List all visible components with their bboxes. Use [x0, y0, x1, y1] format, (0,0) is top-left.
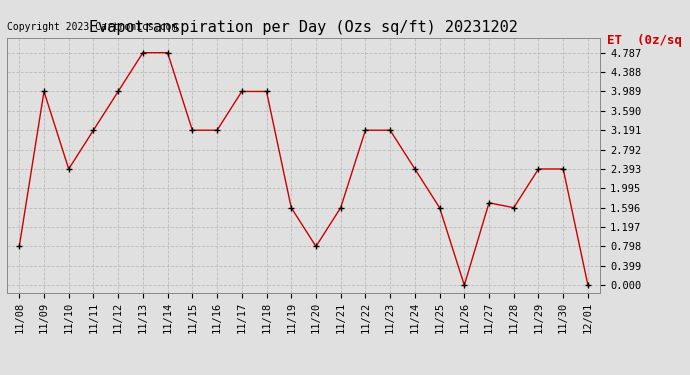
Text: ET  (0z/sq ft): ET (0z/sq ft) — [607, 34, 690, 47]
Text: Copyright 2023 Cartronics.com: Copyright 2023 Cartronics.com — [7, 22, 177, 32]
Title: Evapotranspiration per Day (Ozs sq/ft) 20231202: Evapotranspiration per Day (Ozs sq/ft) 2… — [89, 20, 518, 35]
